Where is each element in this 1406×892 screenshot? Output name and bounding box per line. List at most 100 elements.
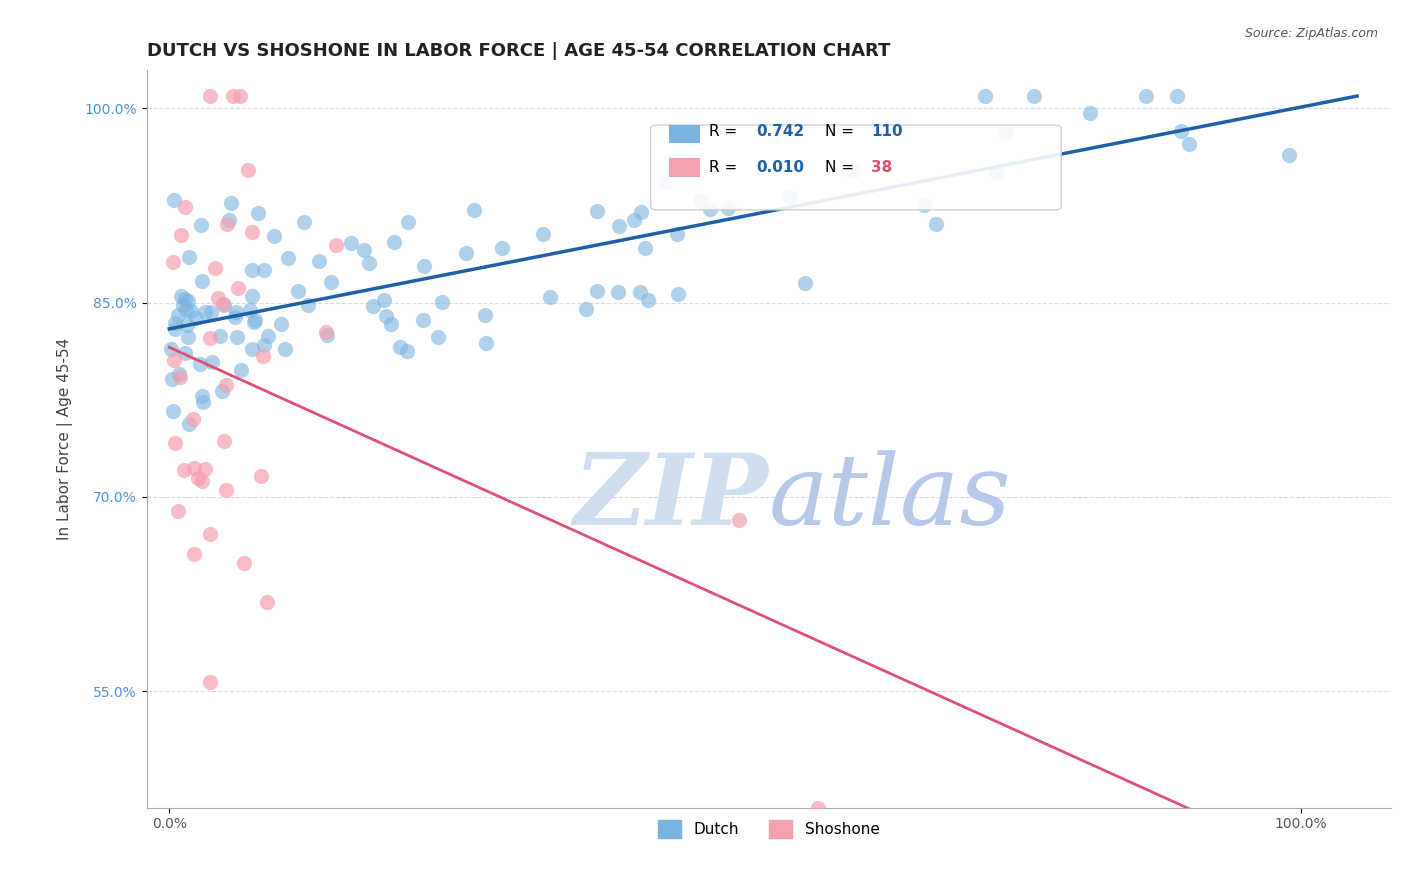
Point [373, 293, 395, 307]
Point [1078, 105, 1101, 120]
Point [250, 469, 273, 483]
Point [654, 175, 676, 189]
Point [170, 227, 193, 242]
Point [200, 331, 222, 345]
FancyBboxPatch shape [669, 125, 700, 144]
Point [984, 164, 1007, 178]
Point [240, 288, 263, 302]
Point [229, 88, 252, 103]
Point [180, 304, 202, 318]
Point [637, 293, 659, 307]
Point [201, 355, 224, 369]
Point [214, 297, 236, 311]
Point [263, 228, 285, 243]
Point [491, 242, 513, 256]
Point [165, 322, 187, 336]
Point [218, 213, 240, 227]
Point [973, 88, 995, 103]
Point [586, 285, 609, 299]
Point [475, 335, 498, 350]
Point [191, 388, 214, 402]
Point [1024, 88, 1046, 103]
Point [214, 483, 236, 497]
Point [240, 263, 263, 277]
Point [1135, 88, 1157, 103]
Point [690, 193, 713, 207]
Point [174, 302, 197, 317]
Point [198, 674, 221, 689]
Point [194, 461, 217, 475]
Text: ZIP: ZIP [574, 450, 769, 546]
Point [242, 342, 264, 356]
Legend: Dutch, Shoshone: Dutch, Shoshone [652, 814, 886, 845]
Point [162, 404, 184, 418]
Point [233, 556, 256, 570]
Point [162, 255, 184, 269]
Point [287, 284, 309, 298]
Point [319, 275, 342, 289]
Point [163, 316, 186, 330]
Point [181, 412, 204, 426]
Text: atlas: atlas [769, 450, 1011, 545]
Point [388, 341, 411, 355]
Point [396, 343, 419, 358]
Point [204, 261, 226, 276]
Point [380, 318, 402, 332]
Point [165, 435, 187, 450]
Point [247, 206, 270, 220]
Point [297, 298, 319, 312]
Point [240, 225, 263, 239]
Point [430, 294, 453, 309]
Text: N =: N = [825, 124, 859, 139]
Point [194, 305, 217, 319]
Text: N =: N = [825, 160, 859, 175]
Point [252, 262, 274, 277]
Point [183, 461, 205, 475]
Point [699, 202, 721, 216]
Point [172, 298, 194, 312]
Point [191, 274, 214, 288]
Point [807, 801, 830, 815]
Point [200, 304, 222, 318]
Point [209, 329, 232, 343]
Point [575, 302, 598, 317]
Point [225, 330, 247, 344]
Point [200, 88, 222, 103]
Point [1166, 88, 1188, 103]
Point [717, 201, 740, 215]
Point [198, 527, 221, 541]
Point [219, 196, 242, 211]
Point [912, 198, 935, 212]
Point [222, 88, 245, 103]
Point [214, 377, 236, 392]
Point [361, 299, 384, 313]
Point [308, 253, 330, 268]
Point [173, 292, 195, 306]
Text: Source: ZipAtlas.com: Source: ZipAtlas.com [1244, 27, 1378, 40]
Point [474, 308, 496, 322]
Point [177, 250, 200, 264]
Point [212, 297, 235, 311]
Point [357, 256, 380, 270]
Point [779, 190, 801, 204]
Text: 110: 110 [870, 124, 903, 139]
Point [277, 251, 299, 265]
Point [207, 291, 229, 305]
Point [666, 287, 689, 301]
Point [531, 227, 554, 242]
Point [215, 217, 238, 231]
Point [190, 474, 212, 488]
Point [463, 203, 485, 218]
Point [353, 244, 375, 258]
Point [243, 315, 266, 329]
Point [224, 310, 246, 325]
Point [166, 308, 188, 322]
Point [292, 215, 315, 229]
Point [586, 204, 609, 219]
Point [456, 246, 478, 260]
Point [174, 200, 197, 214]
Point [375, 309, 398, 323]
Point [176, 318, 198, 332]
Point [412, 259, 434, 273]
Point [382, 235, 405, 250]
